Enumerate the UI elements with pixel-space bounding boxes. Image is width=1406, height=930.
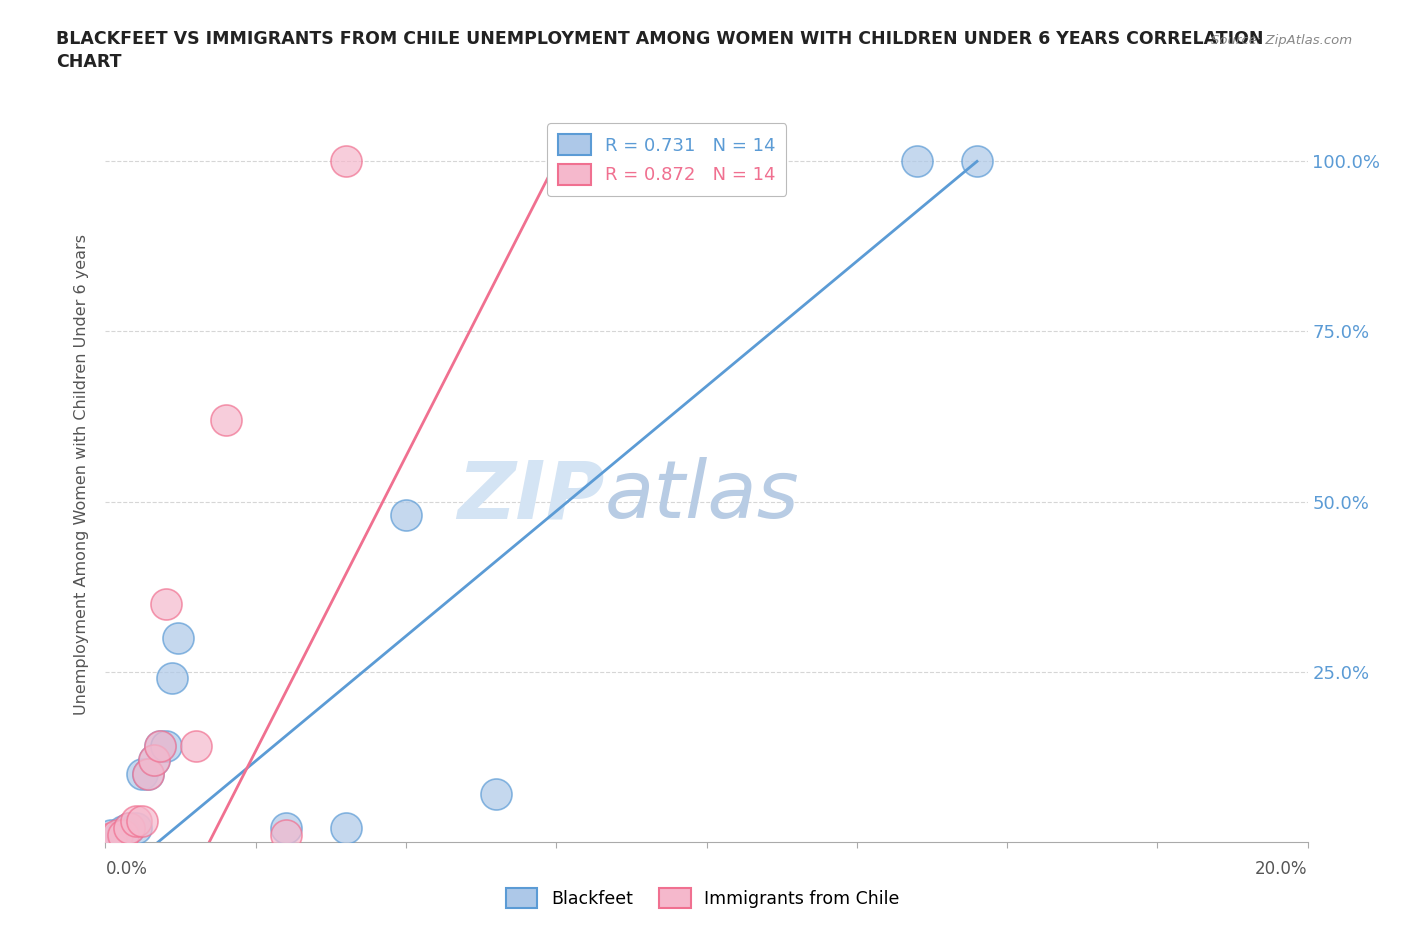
Text: atlas: atlas [605, 458, 799, 536]
Text: CHART: CHART [56, 53, 122, 71]
Point [905, 154, 928, 169]
Point [160, 671, 183, 685]
Point [112, 828, 135, 843]
Point [274, 828, 297, 843]
Point [142, 752, 165, 767]
Point [166, 631, 188, 645]
Point [107, 830, 129, 845]
Point [485, 787, 508, 802]
Point [184, 739, 207, 754]
Point [100, 830, 122, 845]
Point [148, 739, 170, 754]
Text: BLACKFEET VS IMMIGRANTS FROM CHILE UNEMPLOYMENT AMONG WOMEN WITH CHILDREN UNDER : BLACKFEET VS IMMIGRANTS FROM CHILE UNEMP… [56, 30, 1264, 47]
Point [131, 814, 153, 829]
Point [107, 828, 129, 843]
Point [131, 766, 153, 781]
Text: Source: ZipAtlas.com: Source: ZipAtlas.com [1212, 34, 1353, 47]
Point [136, 766, 159, 781]
Point [124, 820, 146, 835]
Y-axis label: Unemployment Among Women with Children Under 6 years: Unemployment Among Women with Children U… [75, 233, 90, 715]
Point [335, 820, 357, 835]
Point [148, 739, 170, 754]
Text: ZIP: ZIP [457, 458, 605, 536]
Legend: R = 0.731   N = 14, R = 0.872   N = 14: R = 0.731 N = 14, R = 0.872 N = 14 [547, 124, 786, 195]
Point [142, 752, 165, 767]
Point [966, 154, 988, 169]
Point [100, 828, 122, 843]
Point [155, 596, 177, 611]
Text: 20.0%: 20.0% [1256, 860, 1308, 878]
Legend: Blackfeet, Immigrants from Chile: Blackfeet, Immigrants from Chile [498, 879, 908, 917]
Text: 0.0%: 0.0% [105, 860, 148, 878]
Point [136, 766, 159, 781]
Point [335, 154, 357, 169]
Point [118, 820, 141, 835]
Point [124, 814, 146, 829]
Point [155, 739, 177, 754]
Point [395, 508, 418, 523]
Point [112, 824, 135, 839]
Point [214, 412, 236, 427]
Point [274, 820, 297, 835]
Point [118, 820, 141, 835]
